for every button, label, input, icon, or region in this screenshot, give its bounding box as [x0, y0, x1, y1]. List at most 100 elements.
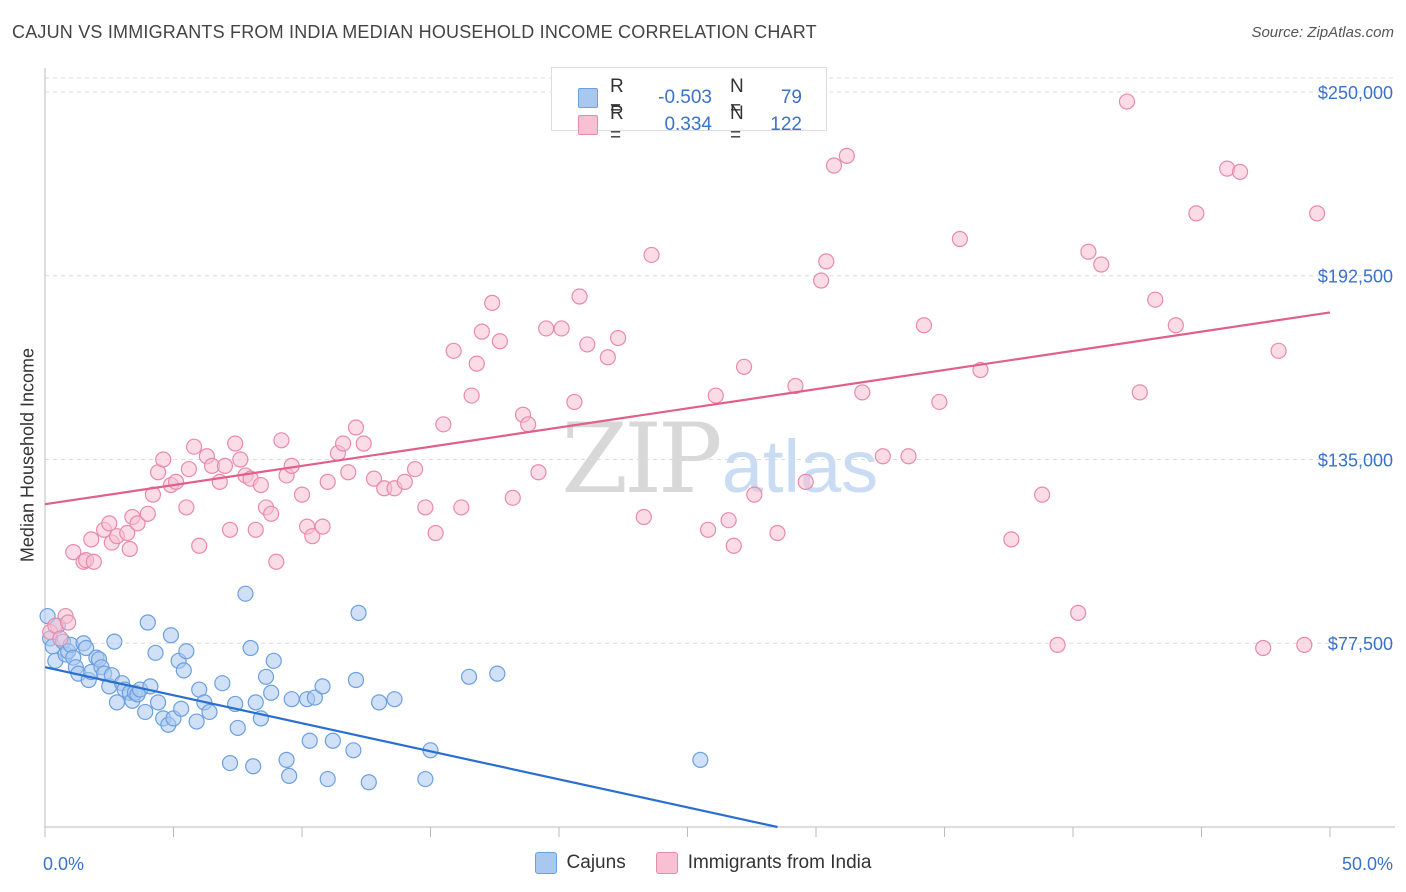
india-point — [1049, 636, 1066, 653]
india-point — [293, 486, 311, 503]
cajun-point — [237, 585, 254, 602]
india-point — [355, 435, 372, 452]
cajun-point — [263, 684, 280, 701]
india-point — [468, 355, 485, 372]
india-point — [1080, 243, 1097, 260]
india-point — [1167, 317, 1184, 334]
legend-label-india: Immigrants from India — [687, 852, 872, 873]
india-point — [1270, 342, 1287, 359]
correlation-legend: R = -0.503 N = 79 R = 0.334 N = 122 — [551, 67, 827, 146]
legend-n-label: N = — [730, 103, 744, 146]
cajun-point — [162, 627, 180, 644]
india-point — [1118, 93, 1136, 110]
india-point — [453, 499, 470, 516]
india-point — [720, 512, 737, 529]
cajun-point — [314, 678, 331, 695]
x-tick-label: 50.0% — [1342, 854, 1393, 874]
cajun-trend-line — [44, 666, 778, 829]
legend-r-value: -0.503 — [658, 87, 712, 108]
india-trend-line — [44, 311, 1331, 506]
india-point — [417, 499, 434, 516]
legend-swatch-cajuns — [578, 88, 598, 108]
india-point — [1034, 486, 1051, 503]
legend-r-label: R = — [610, 76, 624, 119]
india-point — [85, 553, 102, 570]
india-point — [167, 473, 185, 490]
india-point — [1309, 205, 1326, 222]
cajun-point — [221, 754, 239, 772]
cajun-point — [257, 668, 275, 685]
cajun-point — [178, 643, 195, 660]
india-point — [1296, 636, 1313, 653]
cajun-point — [360, 774, 377, 791]
india-point — [1093, 256, 1110, 273]
cajun-point — [692, 751, 709, 768]
legend-row-india: R = 0.334 N = 122 — [578, 103, 802, 147]
india-point — [1147, 291, 1164, 308]
cajun-point — [188, 713, 205, 730]
india-point — [504, 489, 521, 506]
legend-item-cajuns[interactable]: Cajuns — [534, 852, 626, 874]
legend-r-value: 0.334 — [664, 114, 712, 135]
cajun-point — [175, 662, 192, 679]
cajun-point — [137, 703, 154, 721]
india-point — [1003, 531, 1020, 548]
india-point — [484, 294, 501, 311]
india-point — [553, 320, 570, 337]
legend-swatch-india — [655, 852, 678, 874]
india-point — [1255, 639, 1272, 657]
india-point — [191, 537, 208, 554]
watermark-atlas: atlas — [722, 425, 878, 508]
cajun-point — [460, 668, 478, 685]
y-tick-label: $250,000 — [1318, 83, 1393, 103]
india-point — [304, 528, 321, 545]
india-point — [155, 451, 172, 468]
cajun-point — [106, 633, 123, 650]
india-point — [227, 435, 244, 452]
cajun-point — [139, 614, 156, 631]
india-point — [610, 329, 627, 347]
cajun-point — [147, 644, 164, 661]
india-point — [129, 515, 146, 532]
india-point — [101, 515, 118, 532]
cajun-point — [324, 732, 341, 749]
india-point — [735, 358, 753, 375]
source-label: Source: ZipAtlas.com — [1251, 24, 1394, 41]
india-point — [1231, 163, 1249, 180]
india-point — [263, 505, 280, 522]
india-point — [180, 460, 198, 478]
cajun-point — [78, 639, 95, 657]
india-point — [797, 473, 814, 490]
india-point — [340, 464, 357, 481]
india-point — [769, 524, 786, 542]
cajun-point — [283, 691, 300, 708]
legend-swatch-india — [578, 115, 598, 135]
cajun-point — [489, 665, 506, 682]
y-tick-label: $192,500 — [1318, 267, 1393, 287]
india-point — [314, 518, 331, 535]
cajun-point — [242, 639, 259, 657]
india-point — [347, 419, 365, 436]
india-point — [268, 553, 285, 570]
india-point — [319, 473, 336, 490]
cajun-point — [347, 671, 365, 689]
india-point — [854, 384, 871, 401]
cajun-point — [386, 691, 403, 708]
india-point — [83, 531, 100, 548]
india-point — [216, 457, 233, 474]
india-point — [121, 540, 138, 558]
india-point — [707, 387, 724, 404]
india-point — [247, 521, 264, 538]
india-point — [396, 473, 413, 490]
india-point — [538, 320, 555, 337]
legend-item-india[interactable]: Immigrants from India — [655, 852, 872, 874]
india-point — [599, 349, 616, 366]
india-point — [335, 435, 352, 452]
india-point — [566, 393, 583, 411]
india-point — [491, 333, 508, 350]
india-point — [1131, 384, 1148, 401]
india-point — [530, 464, 547, 481]
india-point — [915, 317, 933, 334]
india-point — [579, 336, 596, 353]
